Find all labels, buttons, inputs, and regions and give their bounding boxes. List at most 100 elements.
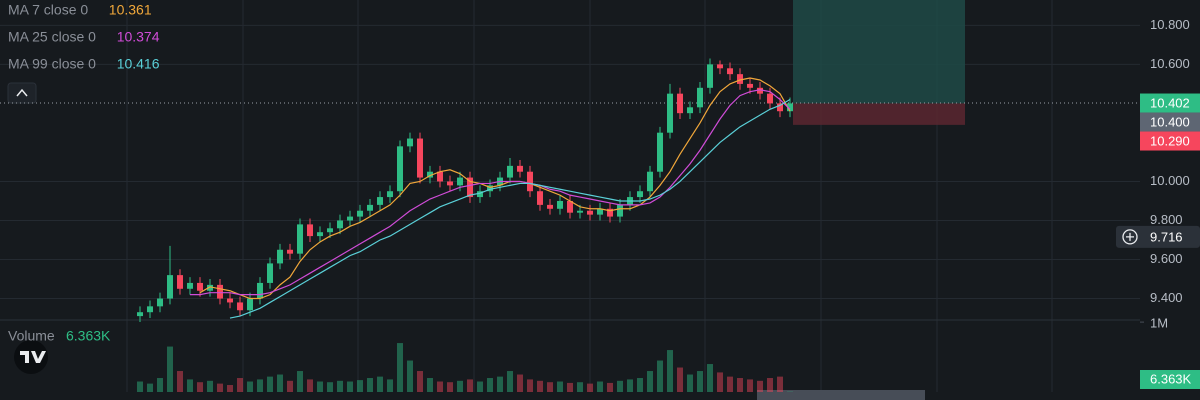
volume-bar [587,383,593,392]
volume-bar [207,380,213,392]
price-box-label: 10.290 [1150,133,1190,148]
volume-bar [447,382,453,392]
volume-bar [387,379,393,392]
indicator-value: 10.361 [109,2,152,18]
volume-bar [727,376,733,392]
volume-bar [247,381,253,392]
candle-body [467,177,473,198]
candle-body [537,191,543,205]
candle-body [157,298,163,307]
candle-body [407,138,413,147]
candle-body [177,275,183,289]
candle-body [357,210,363,217]
volume-bar [357,380,363,392]
indicator-name: MA 25 close 0 [8,29,96,45]
volume-bar [597,381,603,392]
moving-average-line [229,98,791,319]
candle-body [137,312,143,317]
volume-bar [167,346,173,392]
volume-bar [397,343,403,392]
volume-bar [667,350,673,392]
y-tick-label: 9.800 [1150,212,1183,227]
candle-body [167,275,173,299]
crosshair-add-icon[interactable] [1122,229,1138,245]
volume-bar [687,374,693,392]
moving-average-line [190,89,791,296]
volume-bar [697,371,703,392]
candle-body [377,197,383,205]
volume-bar [287,380,293,392]
volume-bar [187,379,193,392]
volume-bar [297,371,303,392]
volume-bar [147,383,153,392]
volume-bar [177,371,183,392]
candle-body [687,107,693,114]
volume-last-box [1140,370,1200,389]
volume-bar [467,379,473,392]
candle-body [617,204,623,217]
volume-bar [747,379,753,392]
volume-bar [337,380,343,392]
crosshair-box [1116,225,1200,248]
volume-bar [767,378,773,392]
scrollbar[interactable] [757,390,925,400]
candle-body [747,83,753,88]
logo-mark [20,351,46,363]
candle-body [507,165,513,178]
candle-body [677,93,683,114]
volume-bar [567,382,573,392]
candle-body [297,224,303,254]
volume-bar [367,378,373,392]
indicator-name: MA 7 close 0 [8,2,88,18]
price-box [1140,131,1200,151]
volume-bar [307,379,313,392]
candle-body [717,64,723,69]
candle-body [427,171,433,178]
volume-bar [657,360,663,392]
candle-body [757,87,763,94]
candle-body [227,298,233,303]
candle-body [487,185,493,192]
candle-body [287,249,293,254]
candle-body [347,216,353,221]
candle-body [727,68,733,75]
candle-body [417,138,423,178]
volume-bar [777,376,783,392]
volume-bar [457,380,463,392]
candle-body [577,210,583,213]
candle-body [787,103,793,112]
volume-bar [197,382,203,392]
candle-body [477,191,483,198]
candle-body [637,191,643,198]
volume-bar [527,379,533,392]
volume-bar [377,376,383,392]
volume-last-label: 6.363K [1150,371,1192,386]
volume-bar [317,381,323,392]
candle-body [327,228,333,233]
volume-bar [157,378,163,392]
y-tick-label: 10.600 [1150,56,1190,71]
candle-body [187,282,193,289]
candle-body [657,132,663,172]
collapse-button[interactable] [7,82,37,104]
volume-bar [677,367,683,392]
candle-body [237,302,243,311]
volume-bar [227,385,233,392]
candle-body [767,93,773,104]
candle-body [437,171,443,182]
y-tick-label: 10.800 [1150,17,1190,32]
volume-bar [637,378,643,392]
candle-body [647,171,653,192]
candle-body [517,165,523,172]
candle-body [307,224,313,237]
candle-body [567,200,573,213]
volume-bar [607,382,613,392]
candle-body [147,306,153,313]
volume-bar [497,376,503,392]
stop-loss-zone [793,103,965,125]
candle-body [597,208,603,215]
volume-bar [407,360,413,392]
candle-body [277,249,283,264]
volume-bar [417,371,423,392]
